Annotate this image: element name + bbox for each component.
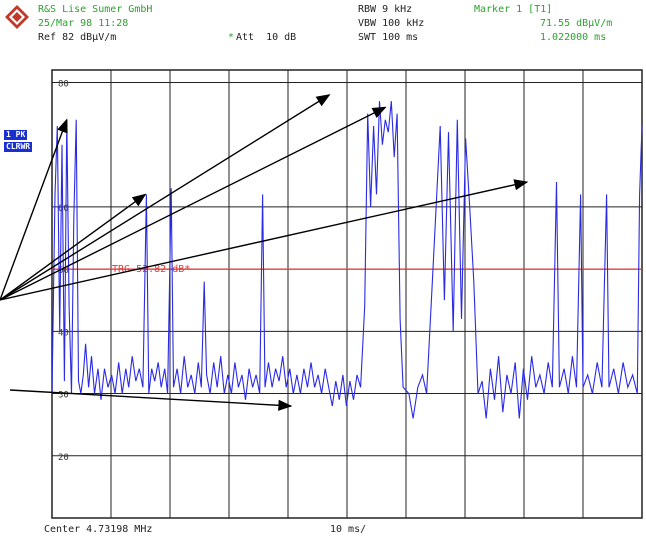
trace-mode-label: CLRWR bbox=[4, 142, 33, 152]
rohde-schwarz-logo-icon bbox=[5, 5, 29, 29]
y-tick-label: 20 bbox=[58, 453, 69, 463]
rbw: RBW 9 kHz bbox=[358, 4, 413, 15]
y-tick-label: 80 bbox=[58, 79, 69, 89]
annotation-arrow bbox=[0, 94, 331, 301]
attenuation: Att 10 dB bbox=[236, 32, 297, 43]
annotation-arrow bbox=[0, 179, 529, 301]
trace-label: 1 PK bbox=[4, 130, 28, 140]
trigger-threshold-label: TRG 52.82 dB* bbox=[112, 264, 190, 275]
annotation-arrow bbox=[0, 106, 387, 301]
center-frequency: Center 4.73198 MHz bbox=[44, 524, 153, 535]
y-tick-label: 30 bbox=[58, 391, 69, 401]
vbw: VBW 100 kHz bbox=[358, 18, 425, 29]
marker-label: Marker 1 [T1] bbox=[474, 4, 553, 15]
marker-time: 1.022000 ms bbox=[540, 32, 607, 43]
annotation-arrow bbox=[9, 389, 293, 411]
company-name: R&S Lise Sumer GmbH bbox=[38, 4, 153, 15]
marker-level: 71.55 dBμV/m bbox=[540, 18, 613, 29]
annotation-arrow bbox=[0, 193, 147, 301]
y-tick-label: 60 bbox=[58, 204, 69, 214]
time-per-division: 10 ms/ bbox=[330, 524, 367, 535]
attenuation-marker: * bbox=[228, 32, 235, 43]
datetime: 25/Mar 98 11:28 bbox=[38, 18, 129, 29]
sweep-time: SWT 100 ms bbox=[358, 32, 419, 43]
trace-line bbox=[51, 101, 643, 419]
ref-level: Ref 82 dBμV/m bbox=[38, 32, 117, 43]
annotation-arrow bbox=[0, 118, 68, 301]
